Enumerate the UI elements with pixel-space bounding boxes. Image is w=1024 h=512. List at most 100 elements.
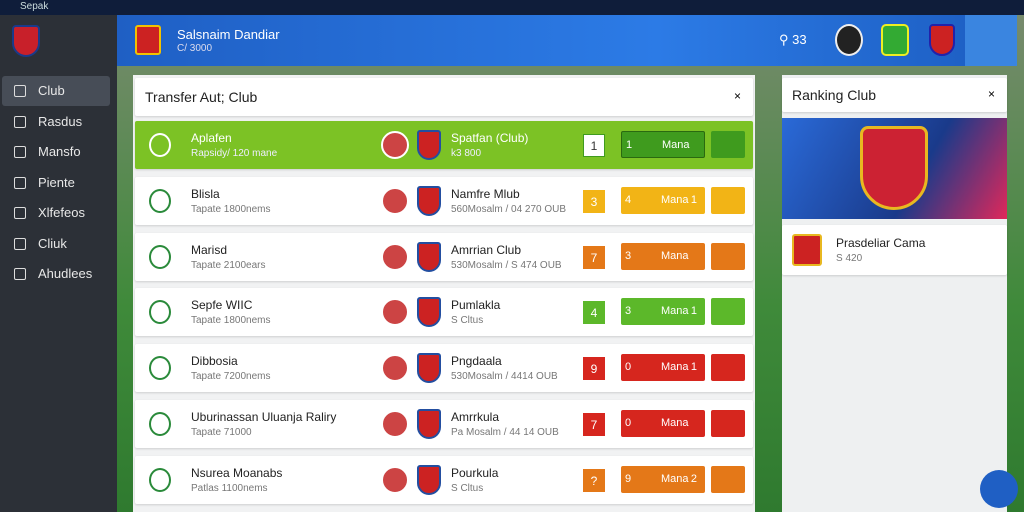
button-label: Mana	[661, 193, 689, 206]
player-detail: Patlas 1100nems	[191, 482, 268, 494]
player-detail: Tapate 7200nems	[191, 371, 271, 383]
button-left: 9	[625, 472, 632, 485]
mana-button[interactable]: 3 Mana 1	[621, 298, 705, 326]
button-label: Mana	[662, 139, 690, 151]
mana-button[interactable]: 0 Mana 1	[621, 354, 705, 382]
player-avatar	[381, 410, 409, 438]
club-detail: k3 800	[451, 148, 482, 159]
player-avatar	[381, 242, 409, 271]
transfer-row[interactable]: Dibbosia Tapate 7200nems Pngdaala 530Mosalm…	[135, 344, 753, 393]
action-button[interactable]	[711, 465, 745, 493]
player-detail: Tapate 1800nems	[191, 315, 271, 327]
nav-item[interactable]: Mansfo	[2, 137, 110, 167]
transfer-row[interactable]: Marisd Tapate 2100ears Amrrian Club 530Mosa…	[135, 232, 753, 281]
rank-badge: ?	[583, 468, 605, 492]
player-icon	[149, 467, 171, 492]
club-name: Pourkula	[451, 465, 499, 480]
button-left: 3	[625, 249, 632, 262]
player-name: Blisla	[191, 186, 220, 201]
close-button[interactable]: ×	[733, 89, 741, 103]
ranking-card[interactable]: Prasdeliar Cama S 420	[782, 225, 1007, 275]
player-name: Uburinassan Uluanja Raliry	[191, 410, 337, 424]
button-left: 0	[625, 361, 632, 374]
transfer-row[interactable]: Blisla Tapate 1800nems Namfre Mlub 560Mosal…	[135, 176, 753, 225]
player-name: Dibbosia	[191, 354, 238, 369]
card-crest	[792, 234, 822, 266]
mana-button[interactable]: 3 Mana	[621, 242, 705, 270]
club-detail: 530Mosalm / S 474 OUB	[451, 259, 562, 271]
rank-badge: 1	[583, 134, 605, 157]
transfer-row[interactable]: Aplafen Rapsidy/ 120 mane Spatfan (Club) k3…	[135, 121, 753, 169]
club-icon[interactable]	[835, 24, 863, 56]
club-crest	[417, 409, 441, 439]
player-detail: Tapate 71000	[191, 427, 252, 438]
club-name: Pumlakla	[451, 298, 501, 313]
nav-item[interactable]: Ahudlees	[2, 259, 110, 289]
player-icon	[149, 300, 171, 325]
chat-button[interactable]	[980, 470, 1018, 508]
action-button[interactable]	[711, 410, 745, 437]
mana-button[interactable]: 0 Mana	[621, 410, 705, 437]
logo	[12, 25, 40, 57]
action-button[interactable]	[711, 354, 745, 382]
player-detail: Rapsidy/ 120 mane	[191, 148, 278, 159]
panel-header: Transfer Aut; Club ×	[135, 78, 753, 116]
action-button[interactable]	[711, 131, 745, 158]
club-name: Amrrian Club	[451, 242, 522, 257]
nav-item[interactable]: Rasdus	[2, 107, 110, 137]
window-title: Sepak	[20, 1, 49, 12]
button-right: 2	[690, 472, 697, 485]
button-left: 0	[625, 417, 632, 429]
button-right: 1	[690, 305, 697, 318]
profile[interactable]	[965, 15, 1017, 66]
panel-title: Ranking Club	[792, 87, 877, 103]
club-name: Pngdaala	[451, 354, 502, 369]
action-button[interactable]	[711, 242, 745, 270]
button-left: 4	[625, 193, 632, 206]
player-name: Aplafen	[191, 131, 232, 145]
mana-button[interactable]: 9 Mana 2	[621, 465, 705, 493]
button-right: 1	[690, 193, 697, 206]
club-name: Amrrkula	[451, 410, 500, 424]
player-avatar	[381, 186, 409, 215]
mana-button[interactable]: 4 Mana 1	[621, 186, 705, 214]
club-name: Spatfan (Club)	[451, 131, 529, 145]
button-label: Mana	[661, 361, 689, 374]
transfer-panel: Transfer Aut; Club × Aplafen Rapsidy/ 120…	[133, 75, 755, 512]
transfer-row[interactable]: Sepfe WIIC Tapate 1800nems Pumlakla S Cltus…	[135, 288, 753, 337]
button-left: 3	[625, 305, 632, 318]
transfer-row[interactable]: Uburinassan Uluanja Raliry Tapate 71000 Am…	[135, 400, 753, 448]
club-detail: S Cltus	[451, 315, 484, 327]
player-icon	[149, 133, 171, 157]
player-icon	[149, 188, 171, 213]
club-name: Namfre Mlub	[451, 186, 520, 201]
nav-item[interactable]: Cliuk	[2, 229, 110, 259]
club-icon[interactable]	[881, 24, 909, 56]
nav-item[interactable]: Piente	[2, 168, 110, 198]
nav-item[interactable]: Club	[2, 76, 110, 106]
nav-item[interactable]: Xlfefeos	[2, 198, 110, 228]
header-subtitle[interactable]: C/ 3000	[177, 43, 213, 54]
player-detail: Tapate 1800nems	[191, 203, 271, 215]
club-crest	[417, 353, 441, 384]
mana-button[interactable]: 1 Mana	[621, 131, 705, 158]
close-button[interactable]: ×	[987, 87, 995, 101]
transfer-row[interactable]: Nsurea Moanabs Patlas 1100nems Pourkula S C…	[135, 455, 753, 504]
player-avatar	[381, 354, 409, 383]
search[interactable]: ⚲ 33	[779, 32, 807, 47]
button-label: Mana	[661, 305, 689, 318]
club-detail: S Cltus	[451, 482, 484, 494]
panel-header: Ranking Club ×	[782, 78, 1007, 112]
player-avatar	[381, 465, 409, 494]
club-crest	[417, 185, 441, 216]
action-button[interactable]	[711, 298, 745, 326]
button-label: Mana	[661, 249, 689, 262]
banner	[782, 118, 1007, 219]
player-icon	[149, 244, 171, 269]
club-icon[interactable]	[929, 24, 955, 56]
player-avatar	[381, 298, 409, 327]
club-crest	[417, 241, 441, 272]
rank-badge: 3	[583, 189, 605, 213]
panel-title: Transfer Aut; Club	[145, 89, 258, 105]
action-button[interactable]	[711, 186, 745, 214]
